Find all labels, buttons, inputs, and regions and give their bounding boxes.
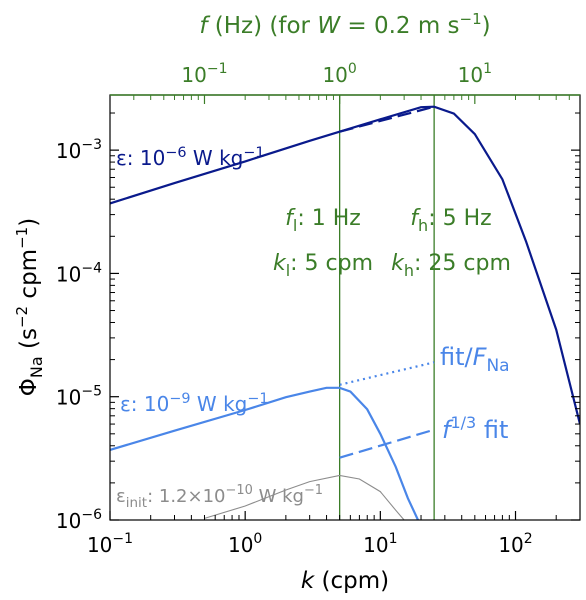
x-axis-title: k (cpm) [301, 568, 389, 594]
dashed-f13-fit-line [339, 428, 435, 459]
label-f-low: fl: 1 Hz [285, 206, 361, 235]
x-tick-label: 100 [228, 531, 262, 557]
y-tick-label: 10−4 [56, 260, 102, 286]
y-axis-title: ΦNa (s−2 cpm−1) [13, 218, 46, 396]
label-k-high: kh: 25 cpm [391, 251, 511, 280]
y-tick-label: 10−6 [56, 507, 102, 533]
label-eps-1e-6: ε: 10−6 W kg−1 [116, 145, 265, 170]
label-f13-fit: f1/3 fit [442, 413, 508, 444]
label-eps-init: εinit: 1.2×10−10 W kg−1 [116, 483, 323, 511]
ticks-layer [109, 95, 580, 521]
label-f-high: fh: 5 Hz [410, 206, 491, 235]
top-axis-title: f (Hz) (for W = 0.2 m s−1) [199, 10, 490, 39]
x-tick-label: 10−1 [87, 531, 133, 557]
dashed-extension-high [339, 105, 435, 133]
label-fit-fna: fit/FNa [440, 343, 510, 376]
y-tick-label: 10−5 [56, 384, 102, 410]
labels-layer: 10−1 100 101 102 10−6 10−5 10−4 10−3 10−1 100 101 k… [13, 10, 533, 594]
label-k-low: kl: 5 cpm [273, 251, 373, 280]
label-eps-1e-9: ε: 10−9 W kg−1 [120, 391, 269, 416]
dotted-fit-fna-line [339, 361, 435, 386]
top-tick-label: 101 [458, 61, 492, 87]
top-tick-label: 10−1 [181, 61, 227, 87]
x-tick-label: 102 [498, 531, 532, 557]
x-tick-label: 101 [363, 531, 397, 557]
top-tick-label: 100 [322, 61, 356, 87]
series-layer [110, 105, 580, 520]
series-eps-1e-9 [110, 386, 420, 520]
vertical-marker-layer [338, 95, 435, 520]
y-tick-label: 10−3 [56, 137, 102, 163]
series-eps-1e-6 [110, 105, 580, 425]
series-eps-init [204, 474, 405, 520]
